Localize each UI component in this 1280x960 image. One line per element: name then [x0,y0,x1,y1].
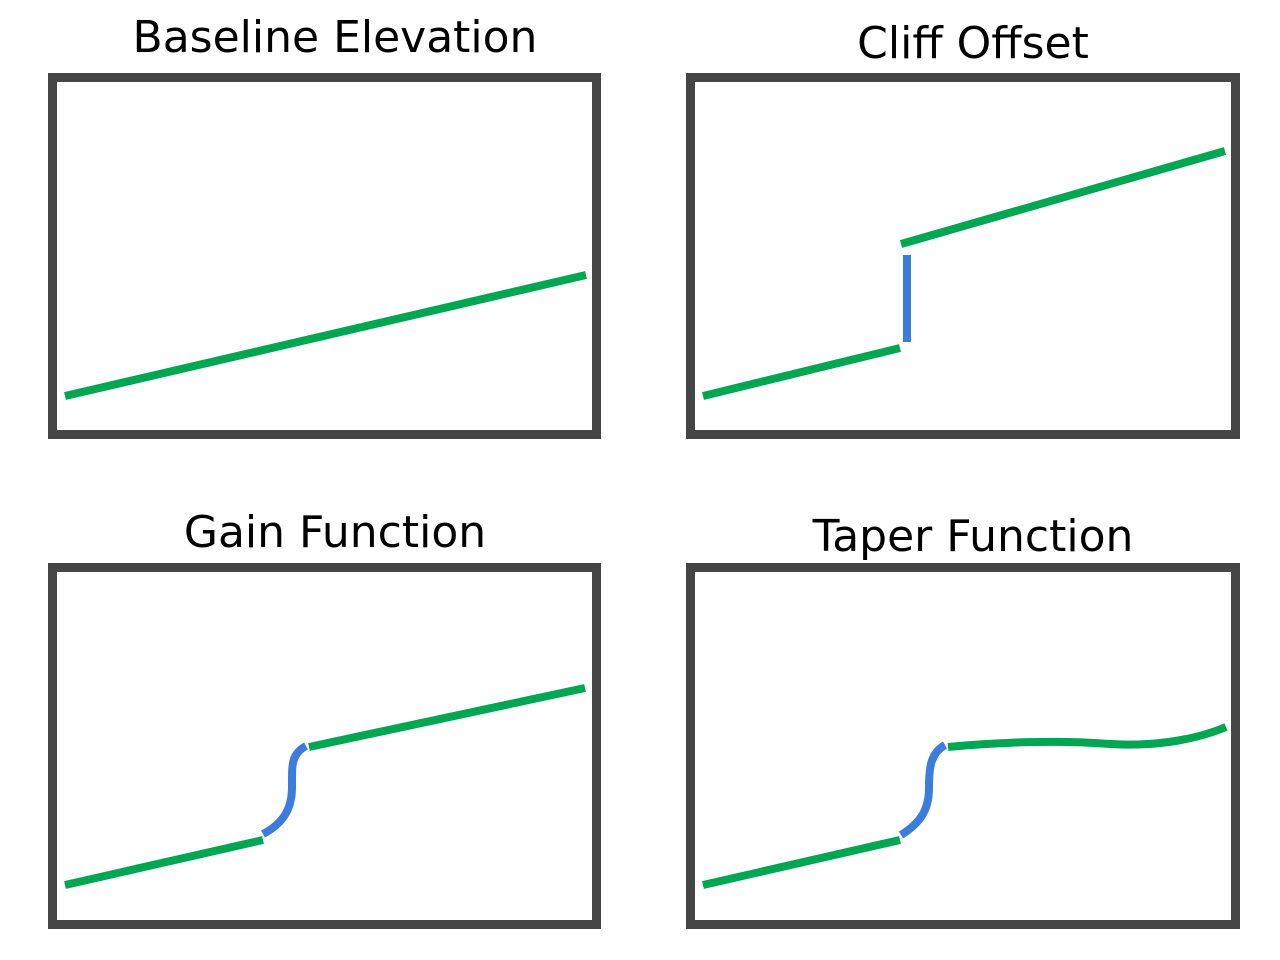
baseline-terrain-line [64,271,587,400]
panel-title-gain-function: Gain Function [183,507,487,558]
gain-transition-curve [261,742,309,838]
panel-frame-cliff-offset [686,73,1240,439]
cliff-lower-terrain-line [702,344,901,400]
cliff-upper-terrain-line [899,147,1227,248]
panel-title-baseline-elevation: Baseline Elevation [132,12,538,63]
gain-lower-terrain-line [64,836,264,889]
panel-title-taper-function: Taper Function [812,511,1134,562]
taper-upper-terrain-curve [947,723,1228,751]
taper-lower-terrain-line [702,836,901,889]
taper-transition-curve [898,741,948,839]
gain-upper-terrain-line [308,684,586,751]
panel-title-cliff-offset: Cliff Offset [857,18,1089,69]
